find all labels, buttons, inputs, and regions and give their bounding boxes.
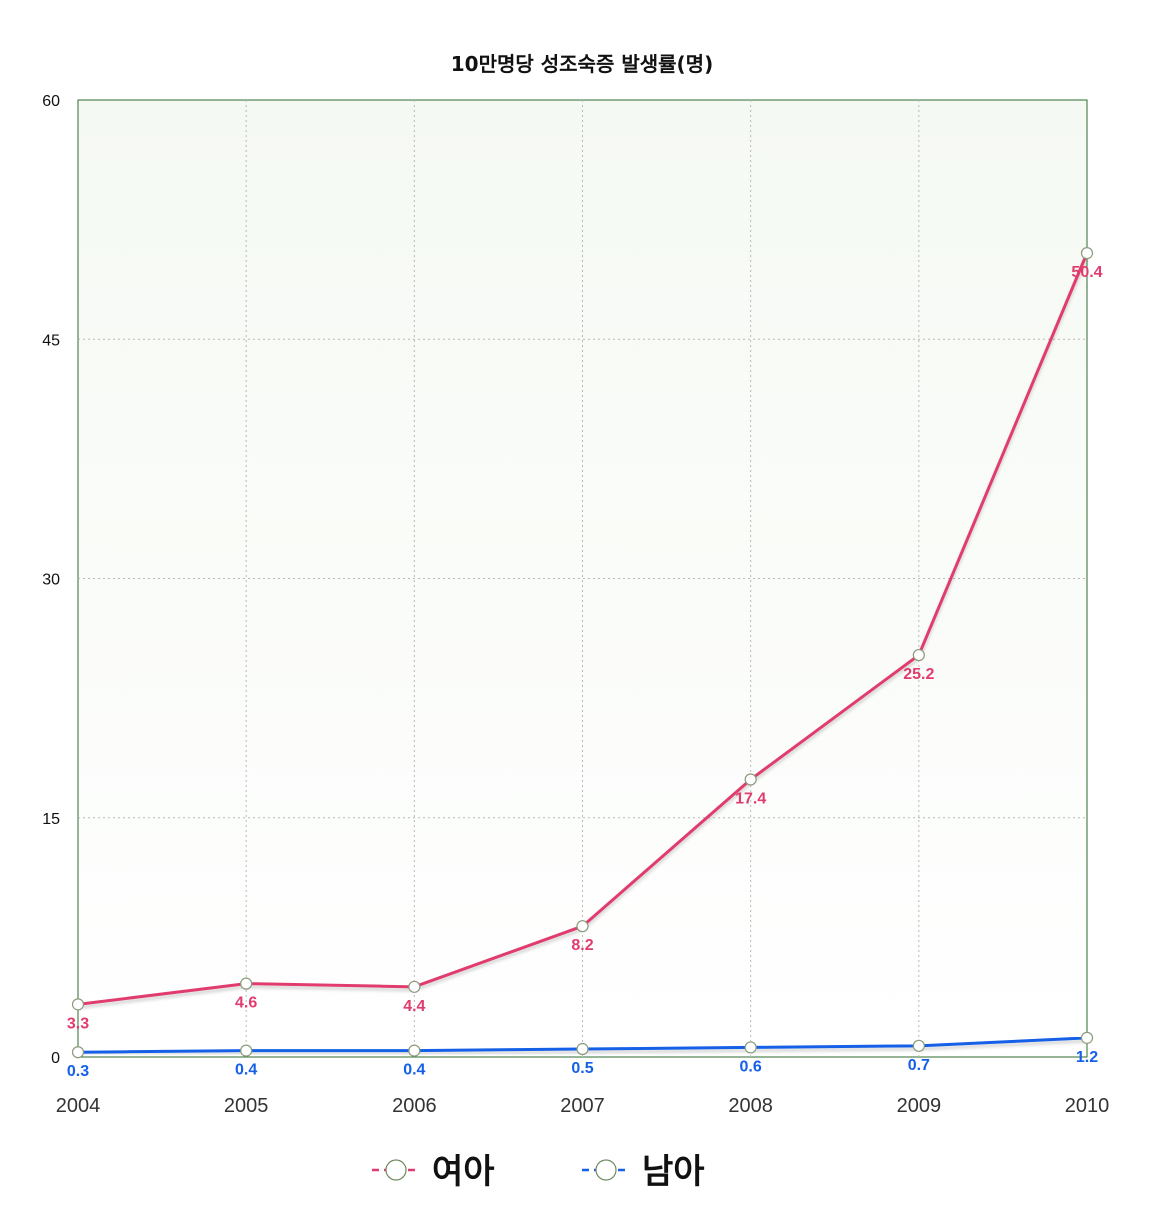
x-tick-label: 2010: [1065, 1095, 1110, 1117]
legend-item-2[interactable]: 남아: [582, 1152, 705, 1192]
x-tick-label: 2004: [56, 1095, 101, 1117]
data-label: 8.2: [571, 937, 593, 954]
x-tick-label: 2006: [392, 1095, 437, 1117]
data-point[interactable]: [1080, 1031, 1094, 1044]
data-label: 0.7: [908, 1057, 930, 1074]
data-label: 0.5: [571, 1060, 593, 1077]
x-tick-label: 2007: [560, 1095, 605, 1117]
data-label: 1.2: [1076, 1049, 1098, 1066]
data-point[interactable]: [576, 1042, 589, 1056]
data-label: 25.2: [903, 666, 934, 683]
legend: 여아 남아: [372, 1152, 705, 1192]
y-tick-label: 45: [42, 332, 60, 349]
legend-item-1[interactable]: 여아: [372, 1152, 495, 1192]
data-label: 0.3: [67, 1063, 89, 1080]
data-point[interactable]: [576, 920, 589, 933]
data-point[interactable]: [744, 1041, 757, 1054]
data-point[interactable]: [408, 980, 421, 993]
series-1: 3.3 4.6 4.4 8.2 17.4 25.2 50.4: [67, 247, 1103, 1032]
data-point[interactable]: [912, 1039, 925, 1052]
series-2: 0.3 0.4 0.4 0.5 0.6 0.7 1.2: [67, 1031, 1098, 1080]
legend-label: 남아: [642, 1152, 705, 1192]
data-point[interactable]: [1080, 247, 1094, 260]
chart-title: 10만명당 성조숙증 발생률(명): [451, 52, 713, 76]
data-point[interactable]: [71, 998, 85, 1011]
data-label: 50.4: [1071, 264, 1102, 281]
data-point[interactable]: [912, 648, 925, 662]
x-tick-label: 2008: [728, 1095, 773, 1117]
legend-marker: [595, 1159, 617, 1181]
legend-marker: [385, 1159, 407, 1181]
y-tick-label: 15: [42, 811, 60, 828]
legend-label: 여아: [432, 1152, 495, 1192]
data-point[interactable]: [408, 1044, 421, 1057]
data-label: 3.3: [67, 1015, 89, 1032]
data-point[interactable]: [71, 1046, 85, 1059]
y-tick-label: 0: [51, 1050, 60, 1067]
data-label: 4.4: [403, 998, 425, 1015]
data-point[interactable]: [240, 1044, 253, 1057]
x-tick-label: 2005: [224, 1095, 269, 1117]
y-tick-label: 60: [42, 93, 60, 110]
y-tick-label: 30: [42, 572, 60, 589]
data-label: 17.4: [735, 790, 766, 807]
axis-layer: 0 15 30 45 60 2004 2005 2006 2007 2008 2009 2010: [42, 93, 1109, 1117]
grid-layer: [78, 100, 1087, 1057]
data-label: 0.4: [403, 1062, 425, 1079]
data-point[interactable]: [744, 773, 757, 786]
series-layer: 3.34.6 4.48.217.425.250.40.3 0.4 0.4 0.5 0.6 0…: [67, 247, 1103, 1080]
data-label: 0.6: [740, 1058, 762, 1075]
data-label: 0.4: [235, 1062, 257, 1079]
x-tick-label: 2009: [897, 1095, 942, 1117]
data-point[interactable]: [240, 977, 253, 990]
data-label: 4.6: [235, 995, 257, 1012]
